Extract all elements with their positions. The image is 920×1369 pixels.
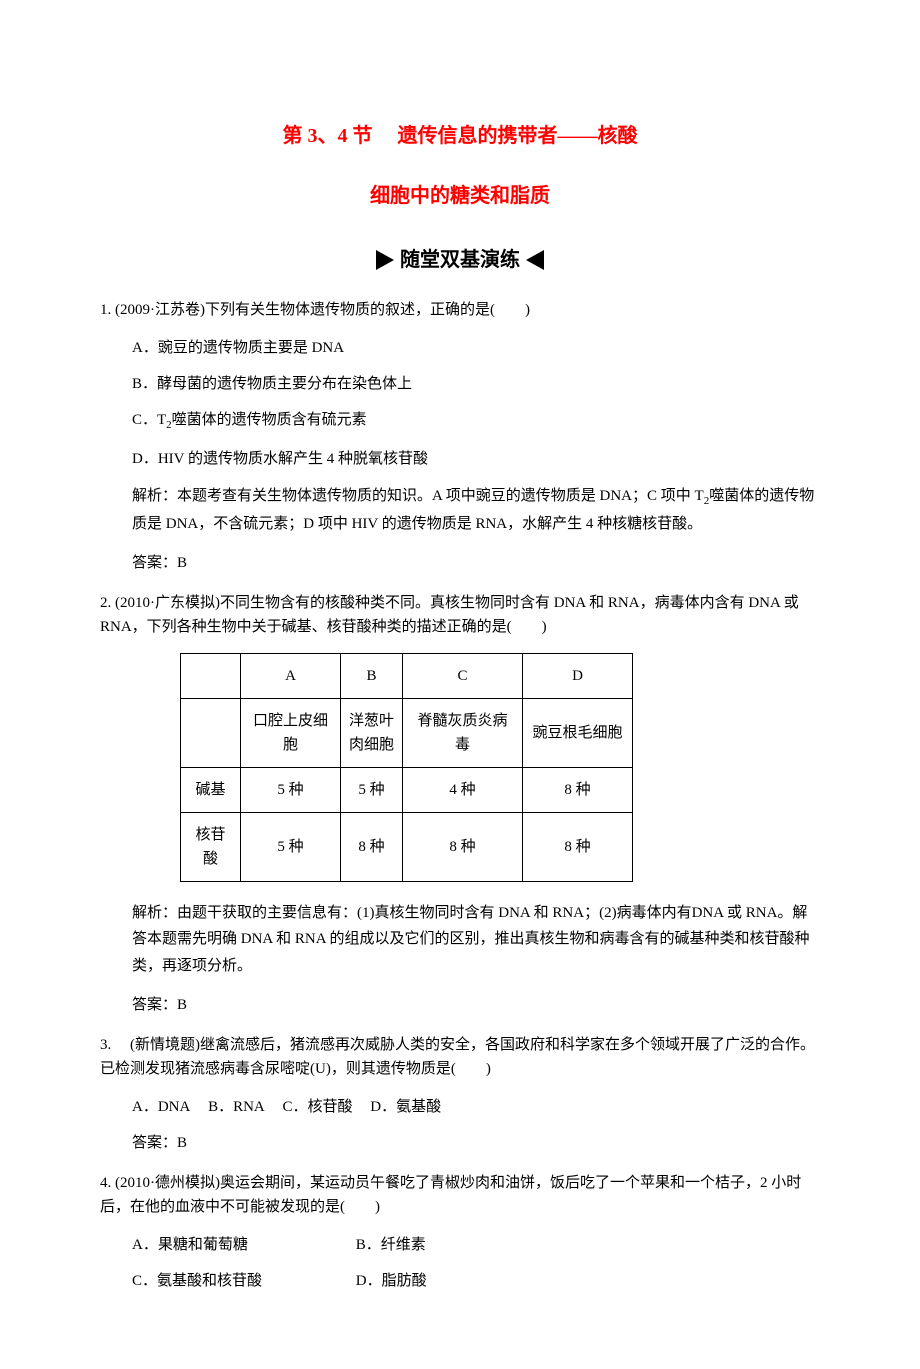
q3-opt-d: D．氨基酸: [370, 1095, 441, 1119]
q3-stem: 3. (新情境题)继禽流感后，猪流感再次威胁人类的安全，各国政府和科学家在多个领…: [100, 1033, 820, 1081]
q1-opt-d: D．HIV 的遗传物质水解产生 4 种脱氧核苷酸: [132, 447, 820, 471]
question-1: 1. (2009·江苏卷)下列有关生物体遗传物质的叙述，正确的是( ) A．豌豆…: [100, 298, 820, 575]
page-title-2: 细胞中的糖类和脂质: [100, 180, 820, 212]
page-title-1: 第 3、4 节 遗传信息的携带者——核酸: [100, 120, 820, 152]
q4-stem: 4. (2010·德州模拟)奥运会期间，某运动员午餐吃了青椒炒肉和油饼，饭后吃了…: [100, 1171, 820, 1219]
section-header-text: 随堂双基演练: [400, 244, 520, 276]
triangle-right-icon: [526, 250, 544, 270]
q2-explanation: 解析：由题干获取的主要信息有：(1)真核生物同时含有 DNA 和 RNA；(2)…: [132, 900, 820, 979]
q4-options-row1: A．果糖和葡萄糖 B．纤维素: [132, 1233, 820, 1257]
table-cell: C: [403, 654, 523, 699]
table-row: 碱基 5 种 5 种 4 种 8 种: [181, 768, 633, 813]
q4-opt-c: C．氨基酸和核苷酸: [132, 1269, 352, 1293]
table-cell: [181, 699, 241, 768]
q1-answer: 答案：B: [132, 551, 820, 575]
table-cell: 8 种: [523, 813, 633, 882]
table-cell: D: [523, 654, 633, 699]
table-row: 口腔上皮细胞 洋葱叶肉细胞 脊髓灰质炎病毒 豌豆根毛细胞: [181, 699, 633, 768]
q3-opt-b: B．RNA: [208, 1095, 265, 1119]
table-cell: 8 种: [403, 813, 523, 882]
triangle-left-icon: [376, 250, 394, 270]
q2-answer: 答案：B: [132, 993, 820, 1017]
q1-opt-a: A．豌豆的遗传物质主要是 DNA: [132, 336, 820, 360]
q3-answer: 答案：B: [132, 1131, 820, 1155]
table-cell: B: [341, 654, 403, 699]
table-cell: 口腔上皮细胞: [241, 699, 341, 768]
q1-explanation: 解析：本题考查有关生物体遗传物质的知识。A 项中豌豆的遗传物质是 DNA；C 项…: [132, 483, 820, 538]
question-4: 4. (2010·德州模拟)奥运会期间，某运动员午餐吃了青椒炒肉和油饼，饭后吃了…: [100, 1171, 820, 1293]
q4-opt-a: A．果糖和葡萄糖: [132, 1233, 352, 1257]
table-cell: 碱基: [181, 768, 241, 813]
q3-opt-c: C．核苷酸: [283, 1095, 353, 1119]
q1-opt-c: C．T2噬菌体的遗传物质含有硫元素: [132, 408, 820, 435]
table-cell: 5 种: [341, 768, 403, 813]
table-cell: 8 种: [523, 768, 633, 813]
table-cell: 5 种: [241, 768, 341, 813]
q3-opt-a: A．DNA: [132, 1095, 190, 1119]
table-row: A B C D: [181, 654, 633, 699]
table-cell: [181, 654, 241, 699]
q1-opt-b: B．酵母菌的遗传物质主要分布在染色体上: [132, 372, 820, 396]
table-cell: 5 种: [241, 813, 341, 882]
table-cell: 8 种: [341, 813, 403, 882]
table-cell: A: [241, 654, 341, 699]
table-cell: 核苷酸: [181, 813, 241, 882]
table-row: 核苷酸 5 种 8 种 8 种 8 种: [181, 813, 633, 882]
table-cell: 4 种: [403, 768, 523, 813]
q2-table: A B C D 口腔上皮细胞 洋葱叶肉细胞 脊髓灰质炎病毒 豌豆根毛细胞 碱基 …: [180, 653, 633, 882]
q2-stem: 2. (2010·广东模拟)不同生物含有的核酸种类不同。真核生物同时含有 DNA…: [100, 591, 820, 639]
question-2: 2. (2010·广东模拟)不同生物含有的核酸种类不同。真核生物同时含有 DNA…: [100, 591, 820, 1017]
q4-opt-d: D．脂肪酸: [356, 1269, 427, 1293]
table-cell: 洋葱叶肉细胞: [341, 699, 403, 768]
q1-stem: 1. (2009·江苏卷)下列有关生物体遗传物质的叙述，正确的是( ): [100, 298, 820, 322]
table-cell: 脊髓灰质炎病毒: [403, 699, 523, 768]
q4-opt-b: B．纤维素: [356, 1233, 426, 1257]
section-header: 随堂双基演练: [100, 244, 820, 276]
q3-options: A．DNA B．RNA C．核苷酸 D．氨基酸: [132, 1095, 820, 1119]
question-3: 3. (新情境题)继禽流感后，猪流感再次威胁人类的安全，各国政府和科学家在多个领…: [100, 1033, 820, 1155]
q4-options-row2: C．氨基酸和核苷酸 D．脂肪酸: [132, 1269, 820, 1293]
table-cell: 豌豆根毛细胞: [523, 699, 633, 768]
